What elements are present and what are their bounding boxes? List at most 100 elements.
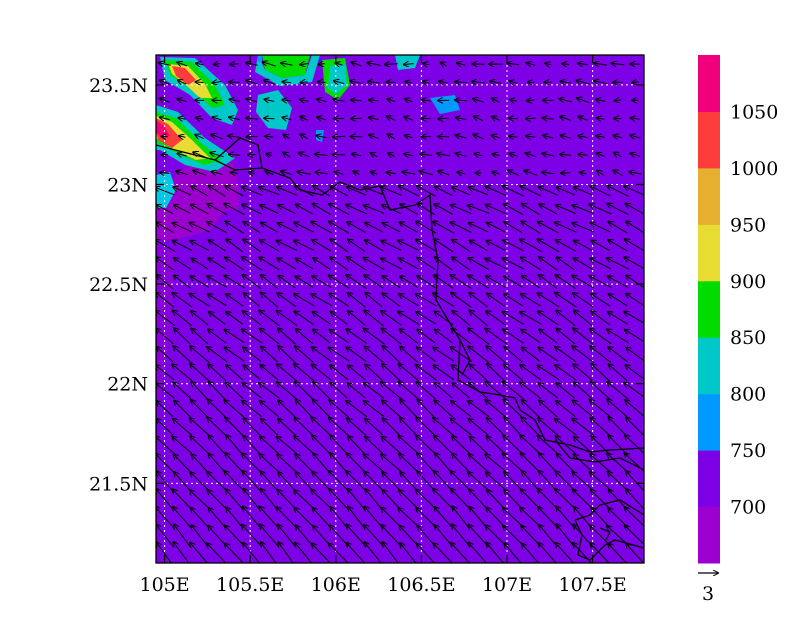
wind-vector: [613, 170, 623, 176]
wind-vector: [574, 454, 593, 473]
wind-vector: [504, 417, 523, 437]
wind-vector: [312, 365, 332, 381]
wind-vector: [301, 82, 308, 83]
wind-vector: [210, 153, 224, 158]
wind-vector: [400, 400, 418, 419]
colorbar-label: 750: [730, 440, 766, 462]
wind-vector: [522, 400, 541, 419]
wind-vector: [572, 223, 594, 233]
wind-vector: [330, 330, 349, 344]
wind-vector: [190, 490, 210, 510]
wind-vector: [335, 172, 344, 175]
wind-vector: [527, 100, 535, 101]
wind-vector: [278, 472, 296, 491]
wind-vector: [259, 454, 280, 473]
wind-vector: [590, 400, 612, 419]
wind-vector: [243, 311, 262, 326]
wind-vector: [451, 543, 471, 563]
wind-vector: [295, 276, 314, 288]
wind-vector: [231, 172, 239, 173]
wind-vector: [578, 63, 589, 64]
wind-vector: [278, 328, 297, 345]
wind-vector: [487, 490, 506, 510]
wind-vector: [452, 257, 471, 271]
wind-vector: [261, 489, 279, 511]
wind-vector: [260, 436, 280, 455]
x-tick-label: 106E: [311, 574, 361, 596]
wind-vector: [243, 347, 262, 362]
wind-vector: [259, 311, 280, 327]
wind-vector: [625, 525, 644, 546]
wind-vector: [486, 543, 505, 563]
wind-vector: [387, 116, 397, 122]
contour-700-patch: [156, 150, 240, 240]
wind-vector: [346, 543, 366, 563]
wind-vector: [224, 400, 245, 418]
wind-vector: [244, 293, 261, 308]
wind-vector: [365, 419, 384, 436]
wind-vector: [487, 436, 506, 455]
wind-vector: [172, 364, 193, 382]
wind-vector: [624, 186, 644, 196]
wind-vector: [330, 257, 349, 271]
wind-vector: [382, 364, 401, 382]
wind-vector: [434, 204, 454, 215]
wind-vector: [244, 489, 261, 511]
wind-vector: [277, 454, 297, 473]
wind-vector: [487, 418, 506, 437]
wind-vector: [435, 330, 453, 344]
wind-vector: [311, 294, 333, 307]
wind-vector: [246, 118, 258, 119]
wind-vector: [590, 472, 612, 491]
wind-vector: [522, 347, 541, 362]
wind-vector: [578, 154, 588, 155]
wind-vector: [452, 187, 471, 196]
wind-vector: [243, 543, 261, 563]
wind-vector: [468, 401, 490, 418]
wind-vector: [207, 347, 228, 363]
wind-vector: [282, 100, 292, 101]
wind-vector: [624, 312, 644, 324]
wind-vector: [242, 329, 263, 344]
wind-vector: [294, 311, 315, 326]
wind-vector: [226, 239, 244, 253]
wind-vector: [486, 472, 507, 491]
wind-vector: [173, 223, 192, 233]
wind-vector: [353, 171, 360, 174]
wind-vector: [318, 82, 326, 83]
wind-vector: [160, 80, 170, 84]
wind-vector: [365, 542, 382, 563]
wind-vector: [509, 118, 518, 119]
wind-vector: [208, 400, 227, 419]
wind-vector: [472, 82, 486, 83]
wind-vector: [577, 98, 590, 104]
wind-vector: [226, 383, 244, 400]
wind-vector: [539, 401, 558, 418]
wind-vector: [626, 418, 644, 437]
wind-vector: [450, 275, 472, 290]
wind-vector: [312, 276, 332, 288]
wind-vector: [590, 276, 612, 288]
colorbar-swatch: [698, 55, 720, 112]
wind-vector: [259, 257, 280, 271]
wind-vector: [474, 116, 484, 122]
colorbar-label: 950: [730, 214, 766, 236]
wind-vector: [211, 135, 224, 140]
wind-vector: [555, 419, 577, 436]
wind-vector: [174, 205, 191, 214]
contour-750-blob-d: [258, 55, 262, 62]
wind-vector: [625, 400, 644, 418]
wind-vector: [404, 64, 414, 65]
wind-vector: [260, 401, 279, 417]
wind-vector: [242, 187, 262, 196]
wind-vector: [624, 453, 644, 473]
wind-vector: [347, 489, 366, 511]
wind-vector: [591, 382, 611, 400]
wind-vector: [433, 348, 455, 362]
wind-vector: [156, 383, 175, 399]
wind-vector: [609, 417, 628, 437]
wind-vector: [312, 240, 332, 252]
wind-vector: [347, 257, 367, 271]
wind-vector: [264, 80, 275, 84]
wind-vector: [528, 82, 534, 83]
